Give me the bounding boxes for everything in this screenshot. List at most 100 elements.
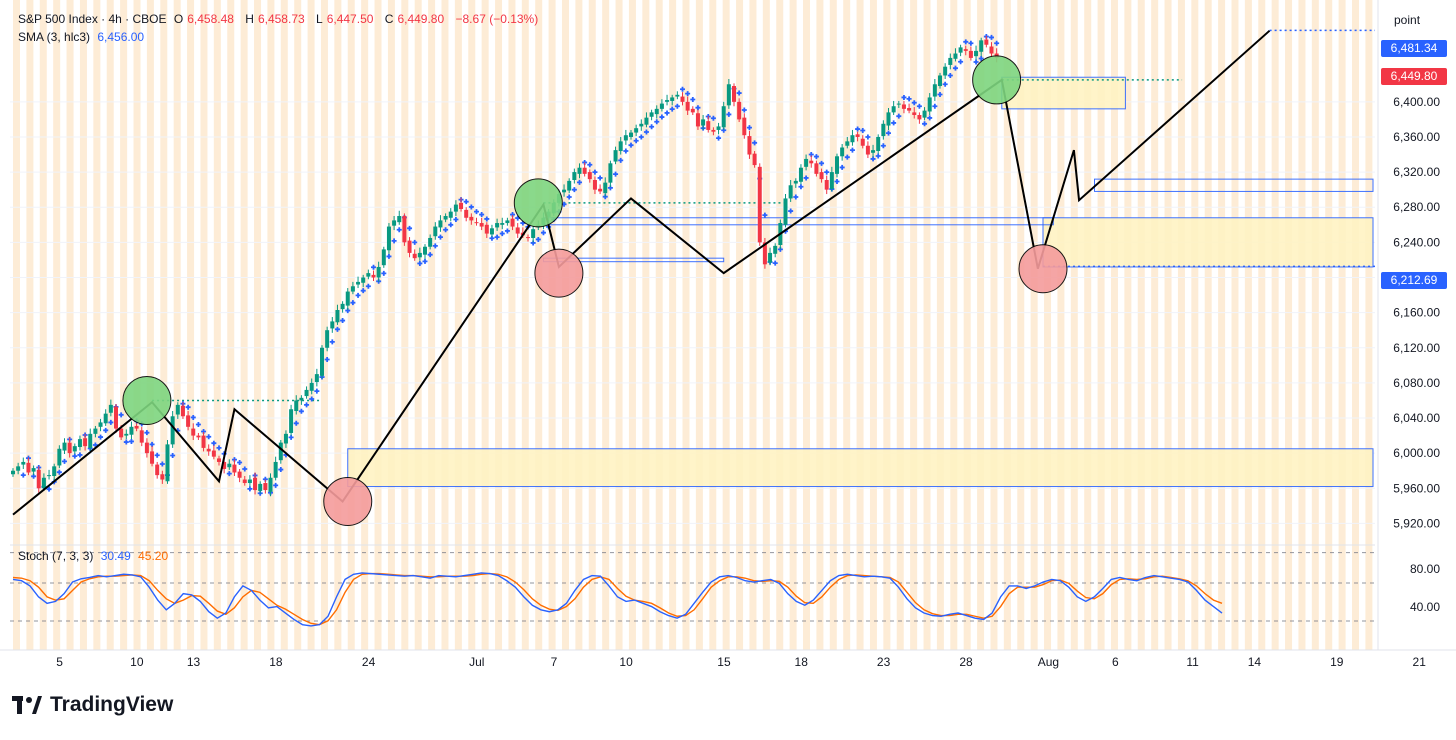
candle-body[interactable]: [356, 281, 361, 285]
candle-body[interactable]: [314, 374, 319, 383]
candle-body[interactable]: [943, 66, 948, 76]
candle-body[interactable]: [809, 160, 814, 164]
candle-body[interactable]: [72, 446, 77, 452]
candle-body[interactable]: [685, 101, 690, 111]
candle-body[interactable]: [484, 224, 489, 234]
candle-body[interactable]: [325, 330, 330, 348]
candle-body[interactable]: [479, 223, 484, 227]
candle-body[interactable]: [865, 145, 870, 155]
candle-body[interactable]: [938, 75, 942, 87]
tradingview-logo[interactable]: TradingView: [12, 693, 173, 717]
candle-body[interactable]: [953, 53, 958, 59]
candle-body[interactable]: [191, 428, 196, 436]
candle-body[interactable]: [798, 167, 803, 182]
candle-body[interactable]: [366, 273, 371, 277]
candle-body[interactable]: [598, 188, 603, 192]
candle-body[interactable]: [26, 462, 31, 473]
candle-body[interactable]: [443, 216, 448, 220]
candle-body[interactable]: [654, 108, 659, 115]
candle-body[interactable]: [726, 84, 731, 106]
candle-body[interactable]: [201, 435, 206, 448]
candle-body[interactable]: [881, 123, 886, 137]
candle-body[interactable]: [428, 237, 433, 247]
stoch-legend[interactable]: Stoch (7, 3, 3) 30.49 45.20: [18, 549, 172, 563]
candle-body[interactable]: [335, 309, 340, 323]
candle-body[interactable]: [114, 406, 118, 429]
candle-body[interactable]: [721, 106, 726, 128]
candle-body[interactable]: [165, 444, 170, 482]
symbol-title[interactable]: S&P 500 Index · 4h · CBOE: [18, 12, 167, 26]
candle-body[interactable]: [649, 112, 654, 117]
candle-body[interactable]: [464, 209, 469, 218]
candle-body[interactable]: [804, 158, 809, 167]
candle-body[interactable]: [412, 253, 417, 259]
candle-body[interactable]: [489, 228, 494, 235]
candle-body[interactable]: [433, 226, 438, 237]
candle-body[interactable]: [742, 117, 747, 136]
candle-body[interactable]: [783, 198, 788, 225]
price-scale-mode-button[interactable]: point: [1394, 13, 1421, 27]
candle-body[interactable]: [232, 464, 237, 473]
candle-body[interactable]: [958, 47, 963, 53]
candle-body[interactable]: [639, 123, 644, 127]
candle-body[interactable]: [912, 112, 917, 116]
candle-body[interactable]: [608, 163, 613, 183]
candle-body[interactable]: [587, 172, 592, 180]
candle-body[interactable]: [423, 246, 427, 255]
candle-body[interactable]: [237, 471, 242, 478]
candle-body[interactable]: [119, 428, 124, 438]
candle-body[interactable]: [253, 477, 258, 491]
candle-body[interactable]: [222, 461, 227, 469]
candle-body[interactable]: [634, 128, 639, 133]
candle-body[interactable]: [814, 163, 819, 174]
candle-body[interactable]: [716, 126, 721, 130]
candle-body[interactable]: [582, 167, 587, 174]
candle-body[interactable]: [567, 180, 572, 191]
candle-body[interactable]: [618, 141, 623, 152]
candle-body[interactable]: [397, 216, 402, 223]
candle-body[interactable]: [788, 185, 793, 199]
candle-body[interactable]: [531, 229, 536, 238]
candle-body[interactable]: [350, 286, 355, 292]
candle-body[interactable]: [88, 433, 93, 448]
support-resistance-zone[interactable]: [347, 448, 1374, 488]
candle-body[interactable]: [160, 474, 165, 480]
candle-body[interactable]: [134, 425, 139, 429]
candle-body[interactable]: [108, 404, 113, 413]
candle-body[interactable]: [886, 112, 891, 126]
pivot-low-marker[interactable]: [1018, 244, 1068, 294]
candle-body[interactable]: [62, 442, 67, 451]
candle-body[interactable]: [572, 172, 577, 181]
candle-body[interactable]: [217, 458, 221, 462]
candle-body[interactable]: [824, 180, 829, 190]
candle-body[interactable]: [747, 136, 752, 155]
candle-body[interactable]: [263, 483, 268, 491]
candle-body[interactable]: [623, 135, 628, 141]
candle-body[interactable]: [330, 321, 335, 329]
candle-body[interactable]: [83, 438, 88, 447]
candle-body[interactable]: [93, 428, 98, 434]
candle-body[interactable]: [907, 107, 912, 111]
candle-body[interactable]: [283, 433, 288, 444]
candle-body[interactable]: [932, 84, 937, 97]
candle-body[interactable]: [819, 172, 824, 180]
candle-body[interactable]: [371, 274, 376, 278]
candle-body[interactable]: [242, 479, 247, 484]
candle-body[interactable]: [381, 249, 386, 266]
candle-body[interactable]: [16, 466, 21, 471]
candle-body[interactable]: [510, 218, 515, 227]
candle-body[interactable]: [289, 409, 294, 433]
candle-body[interactable]: [402, 216, 407, 243]
candle-body[interactable]: [273, 461, 278, 478]
candle-body[interactable]: [706, 121, 711, 130]
pivot-low-marker[interactable]: [534, 248, 584, 298]
candle-body[interactable]: [500, 223, 505, 225]
candle-body[interactable]: [732, 86, 736, 102]
candle-body[interactable]: [515, 227, 520, 234]
candle-body[interactable]: [474, 222, 479, 224]
candle-body[interactable]: [11, 470, 15, 475]
candle-body[interactable]: [562, 189, 567, 193]
candle-body[interactable]: [258, 483, 263, 491]
candle-body[interactable]: [757, 166, 762, 243]
